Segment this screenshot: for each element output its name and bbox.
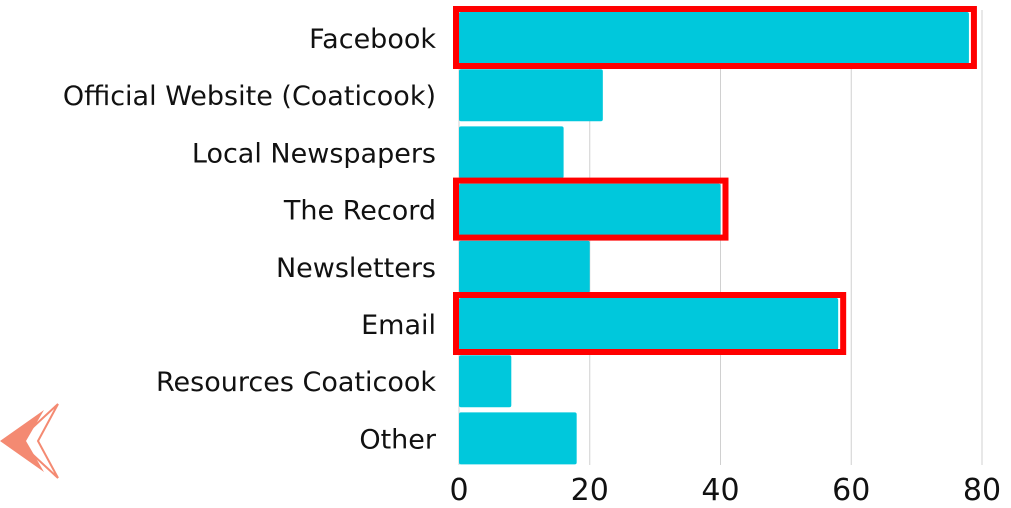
- bar-highlight-outline: [453, 292, 847, 355]
- x-tick-label: 0: [449, 473, 468, 508]
- x-axis-ticks: 0 20 40 60 80: [449, 473, 1001, 508]
- category-label: Resources Coaticook: [156, 367, 436, 398]
- category-label: Email: [361, 310, 436, 341]
- category-label: Official Website (Coaticook): [63, 81, 436, 112]
- bar: [459, 126, 564, 179]
- category-label: Facebook: [309, 24, 436, 55]
- bar: [459, 183, 721, 236]
- bar: [459, 412, 577, 465]
- bars: [453, 6, 977, 465]
- chevron-arrow-icon-fill: [0, 410, 44, 472]
- category-label: Local Newspapers: [192, 138, 436, 169]
- bar: [459, 240, 590, 293]
- x-tick-label: 80: [963, 473, 1001, 508]
- bar-highlight-outline: [453, 6, 977, 69]
- category-label: The Record: [283, 196, 436, 227]
- bar: [459, 12, 969, 64]
- category-label: Newsletters: [276, 253, 436, 284]
- bar-highlight-outline: [453, 177, 729, 241]
- arrow-decoration: [0, 403, 59, 479]
- category-labels: Facebook Official Website (Coaticook) Loca…: [63, 24, 437, 455]
- bar: [459, 355, 512, 408]
- x-tick-label: 40: [701, 473, 739, 508]
- category-label: Other: [359, 424, 437, 455]
- bar: [459, 298, 839, 350]
- x-tick-label: 20: [571, 473, 609, 508]
- x-tick-label: 60: [832, 473, 870, 508]
- bar: [459, 69, 603, 122]
